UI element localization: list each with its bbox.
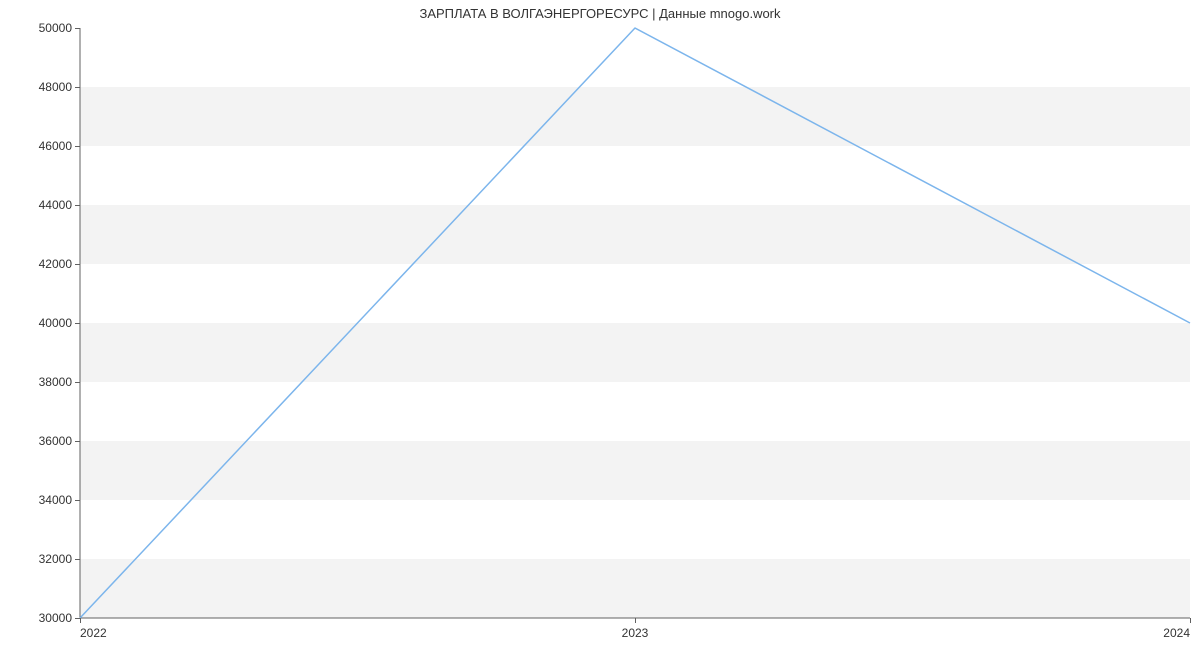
y-tick-label: 30000 — [39, 611, 80, 625]
x-tick-label: 2022 — [80, 618, 107, 640]
salary-line-chart: ЗАРПЛАТА В ВОЛГАЭНЕРГОРЕСУРС | Данные mn… — [0, 0, 1200, 650]
y-tick-label: 36000 — [39, 434, 80, 448]
y-tick-label: 46000 — [39, 139, 80, 153]
x-tick-label: 2023 — [622, 618, 649, 640]
y-tick-label: 34000 — [39, 493, 80, 507]
plot-area: 3000032000340003600038000400004200044000… — [80, 28, 1190, 618]
y-tick-label: 40000 — [39, 316, 80, 330]
y-tick-label: 44000 — [39, 198, 80, 212]
y-tick-label: 48000 — [39, 80, 80, 94]
line-layer — [80, 28, 1190, 618]
y-tick-label: 38000 — [39, 375, 80, 389]
x-tick-label: 2024 — [1163, 618, 1190, 640]
chart-title: ЗАРПЛАТА В ВОЛГАЭНЕРГОРЕСУРС | Данные mn… — [0, 6, 1200, 21]
y-tick-label: 32000 — [39, 552, 80, 566]
series-salary — [80, 28, 1190, 618]
y-tick-label: 50000 — [39, 21, 80, 35]
y-tick-label: 42000 — [39, 257, 80, 271]
